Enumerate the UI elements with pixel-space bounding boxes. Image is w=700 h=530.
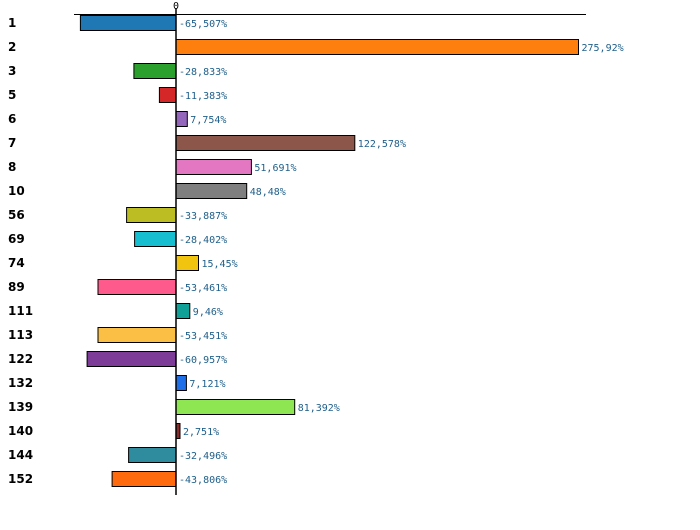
category-label-10: 10 — [8, 184, 25, 198]
bar-2 — [175, 39, 579, 55]
value-label-8: 51,691% — [254, 163, 296, 174]
value-label-122: -60,957% — [179, 355, 227, 366]
value-label-139: 81,392% — [298, 403, 340, 414]
category-label-144: 144 — [8, 448, 33, 462]
category-label-74: 74 — [8, 256, 25, 270]
bar-89 — [97, 279, 177, 295]
value-label-1: -65,507% — [179, 19, 227, 30]
bar-113 — [97, 327, 177, 343]
bar-132 — [175, 375, 187, 391]
category-label-69: 69 — [8, 232, 25, 246]
value-label-140: 2,751% — [183, 427, 219, 438]
category-label-5: 5 — [8, 88, 16, 102]
bar-69 — [134, 231, 177, 247]
value-label-132: 7,121% — [189, 379, 225, 390]
value-label-6: 7,754% — [190, 115, 226, 126]
category-label-7: 7 — [8, 136, 16, 150]
value-label-5: -11,383% — [179, 91, 227, 102]
category-label-111: 111 — [8, 304, 33, 318]
category-label-2: 2 — [8, 40, 16, 54]
category-label-3: 3 — [8, 64, 16, 78]
value-label-3: -28,833% — [179, 67, 227, 78]
x-tick-label-0: 0 — [173, 1, 179, 12]
category-label-122: 122 — [8, 352, 33, 366]
bar-122 — [86, 351, 177, 367]
bar-7 — [175, 135, 356, 151]
bar-10 — [175, 183, 248, 199]
value-label-89: -53,461% — [179, 283, 227, 294]
category-label-89: 89 — [8, 280, 25, 294]
category-label-8: 8 — [8, 160, 16, 174]
bar-152 — [111, 471, 177, 487]
value-label-74: 15,45% — [202, 259, 238, 270]
value-label-113: -53,451% — [179, 331, 227, 342]
category-label-1: 1 — [8, 16, 16, 30]
bar-1 — [79, 15, 177, 31]
category-label-140: 140 — [8, 424, 33, 438]
bar-74 — [175, 255, 199, 271]
category-label-139: 139 — [8, 400, 33, 414]
category-label-152: 152 — [8, 472, 33, 486]
category-label-113: 113 — [8, 328, 33, 342]
bar-144 — [128, 447, 177, 463]
category-label-132: 132 — [8, 376, 33, 390]
value-label-10: 48,48% — [250, 187, 286, 198]
value-label-2: 275,92% — [582, 43, 624, 54]
category-label-56: 56 — [8, 208, 25, 222]
value-label-69: -28,402% — [179, 235, 227, 246]
bar-111 — [175, 303, 191, 319]
bar-6 — [175, 111, 188, 127]
value-label-144: -32,496% — [179, 451, 227, 462]
bar-56 — [126, 207, 177, 223]
bar-5 — [158, 87, 177, 103]
bar-8 — [175, 159, 252, 175]
value-label-7: 122,578% — [358, 139, 406, 150]
value-label-111: 9,46% — [193, 307, 223, 318]
bar-3 — [133, 63, 177, 79]
value-label-56: -33,887% — [179, 211, 227, 222]
category-label-6: 6 — [8, 112, 16, 126]
bar-139 — [175, 399, 296, 415]
value-label-152: -43,806% — [179, 475, 227, 486]
